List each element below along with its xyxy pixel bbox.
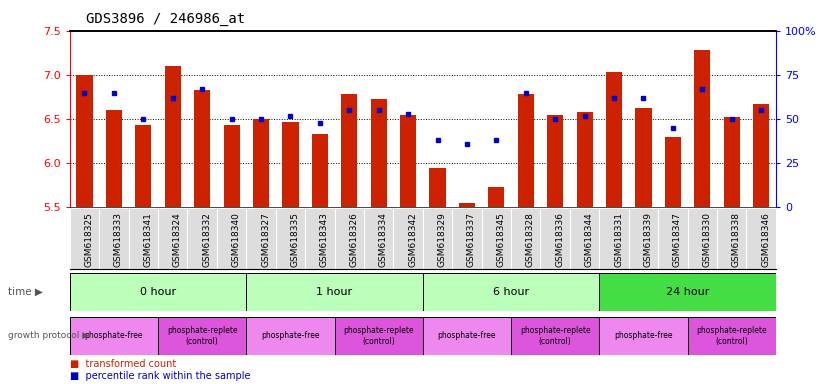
Text: phosphate-free: phosphate-free: [85, 331, 143, 341]
Text: GSM618326: GSM618326: [349, 212, 358, 267]
Bar: [459, 203, 475, 207]
Bar: [511, 317, 599, 355]
Bar: [70, 317, 158, 355]
Text: GSM618346: GSM618346: [761, 212, 770, 267]
Text: GSM618330: GSM618330: [702, 212, 711, 267]
Bar: [547, 114, 563, 207]
Bar: [246, 273, 423, 311]
Bar: [695, 50, 710, 207]
Text: GSM618342: GSM618342: [408, 212, 417, 267]
Bar: [665, 137, 681, 207]
Text: GSM618343: GSM618343: [320, 212, 329, 267]
Bar: [135, 125, 151, 207]
Text: GSM618327: GSM618327: [261, 212, 270, 267]
Bar: [370, 99, 387, 207]
Bar: [518, 94, 534, 207]
Text: GSM618334: GSM618334: [378, 212, 388, 267]
Bar: [194, 90, 210, 207]
Text: GSM618333: GSM618333: [114, 212, 123, 267]
Bar: [335, 317, 423, 355]
Bar: [223, 125, 240, 207]
Bar: [753, 104, 769, 207]
Text: ■  transformed count: ■ transformed count: [70, 359, 176, 369]
Text: GSM618339: GSM618339: [644, 212, 653, 267]
Bar: [723, 117, 740, 207]
Text: growth protocol ▶: growth protocol ▶: [8, 331, 89, 341]
Bar: [606, 72, 622, 207]
Bar: [106, 110, 122, 207]
Text: phosphate-free: phosphate-free: [438, 331, 496, 341]
Bar: [70, 273, 246, 311]
Text: 1 hour: 1 hour: [316, 287, 353, 297]
Bar: [599, 317, 688, 355]
Text: phosphate-replete
(control): phosphate-replete (control): [343, 326, 414, 346]
Bar: [576, 112, 593, 207]
Bar: [158, 317, 246, 355]
Text: time ▶: time ▶: [8, 287, 43, 297]
Text: 0 hour: 0 hour: [140, 287, 177, 297]
Text: GSM618340: GSM618340: [232, 212, 241, 267]
Bar: [423, 273, 599, 311]
Text: GSM618344: GSM618344: [585, 212, 594, 267]
Text: GSM618332: GSM618332: [202, 212, 211, 267]
Bar: [423, 317, 511, 355]
Bar: [76, 75, 93, 207]
Bar: [687, 317, 776, 355]
Bar: [312, 134, 328, 207]
Text: GSM618337: GSM618337: [467, 212, 476, 267]
Text: phosphate-replete
(control): phosphate-replete (control): [520, 326, 590, 346]
Bar: [282, 122, 299, 207]
Bar: [599, 273, 776, 311]
Text: 24 hour: 24 hour: [666, 287, 709, 297]
Bar: [246, 317, 335, 355]
Text: GSM618329: GSM618329: [438, 212, 447, 267]
Text: GSM618347: GSM618347: [673, 212, 682, 267]
Text: 6 hour: 6 hour: [493, 287, 530, 297]
Text: GSM618335: GSM618335: [291, 212, 300, 267]
Text: GSM618341: GSM618341: [144, 212, 153, 267]
Text: GSM618338: GSM618338: [732, 212, 741, 267]
Text: ■  percentile rank within the sample: ■ percentile rank within the sample: [70, 371, 250, 381]
Bar: [429, 167, 446, 207]
Text: GSM618336: GSM618336: [555, 212, 564, 267]
Bar: [253, 119, 269, 207]
Text: GSM618345: GSM618345: [497, 212, 506, 267]
Text: phosphate-replete
(control): phosphate-replete (control): [696, 326, 767, 346]
Text: phosphate-replete
(control): phosphate-replete (control): [167, 326, 237, 346]
Text: phosphate-free: phosphate-free: [261, 331, 319, 341]
Bar: [635, 108, 652, 207]
Text: phosphate-free: phosphate-free: [614, 331, 672, 341]
Text: GSM618324: GSM618324: [172, 212, 181, 267]
Bar: [488, 187, 504, 207]
Text: GDS3896 / 246986_at: GDS3896 / 246986_at: [86, 12, 245, 25]
Bar: [342, 94, 357, 207]
Text: GSM618328: GSM618328: [525, 212, 534, 267]
Text: GSM618331: GSM618331: [614, 212, 623, 267]
Text: GSM618325: GSM618325: [85, 212, 94, 267]
Bar: [400, 114, 416, 207]
Bar: [165, 66, 181, 207]
